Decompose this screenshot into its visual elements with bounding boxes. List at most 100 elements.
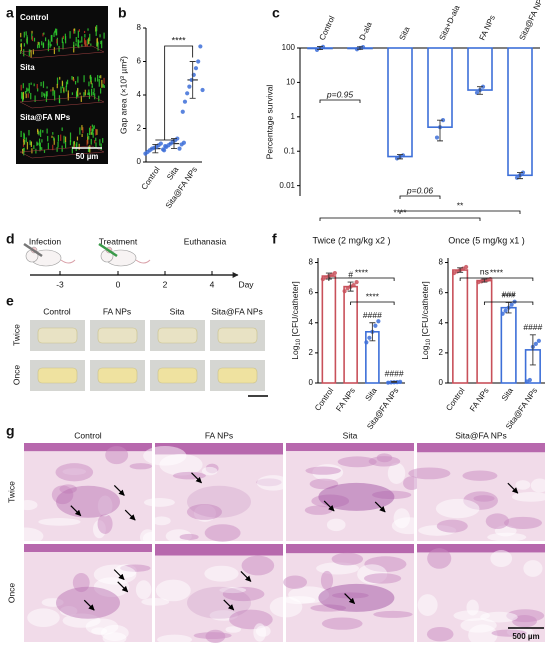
y-tick-label: 2: [309, 348, 314, 357]
tissue-region: [38, 518, 81, 526]
epidermis: [24, 544, 152, 552]
biofilm-speck: [81, 36, 83, 43]
biofilm-speck: [30, 92, 32, 100]
biofilm-speck: [78, 29, 80, 32]
tissue-region: [512, 614, 537, 628]
data-point: [500, 311, 505, 316]
biofilm-speck: [90, 76, 92, 81]
biofilm-speck: [88, 37, 90, 45]
histology-image: [286, 443, 426, 541]
y-tick-label: 8: [309, 258, 314, 267]
biofilm-speck: [37, 129, 39, 135]
biofilm-speck: [96, 129, 98, 135]
epidermis: [417, 544, 545, 553]
biofilm-speck: [26, 87, 28, 93]
category-label: FA NPs: [468, 386, 491, 413]
bar: [387, 47, 413, 158]
tissue-region: [436, 519, 468, 533]
tissue-region: [97, 495, 113, 517]
error-bar: [505, 301, 512, 314]
biofilm-speck: [99, 139, 101, 146]
biofilm-speck: [45, 37, 47, 42]
bar: [476, 279, 493, 384]
biofilm-speck: [36, 83, 38, 89]
tissue-region: [59, 606, 78, 616]
tissue-region: [241, 555, 275, 576]
biofilm-speck: [100, 143, 102, 151]
biofilm-speck: [91, 86, 93, 89]
biofilm-speck: [88, 89, 90, 96]
tissue-region: [159, 453, 203, 476]
biofilm-speck: [83, 30, 86, 34]
biofilm-speck: [39, 142, 41, 147]
epidermis: [286, 544, 414, 554]
data-point: [175, 136, 180, 141]
tissue-region: [204, 565, 239, 582]
tissue-region: [155, 579, 191, 602]
confocal-image: [19, 124, 105, 159]
bar: [467, 47, 493, 91]
data-point: [533, 341, 538, 346]
error-bar: [477, 86, 483, 95]
row-label: Twice: [11, 324, 21, 346]
tissue-region: [97, 513, 113, 534]
tissue-region: [269, 596, 303, 618]
error-bar: [152, 143, 159, 154]
biofilm-speck: [80, 95, 82, 102]
tissue-region: [59, 484, 77, 494]
panel-label: b: [118, 5, 127, 21]
catheter: [157, 367, 198, 384]
tissue-region: [487, 532, 527, 542]
biofilm-speck: [20, 32, 22, 38]
biofilm-speck: [100, 40, 102, 45]
bar: [452, 269, 469, 384]
mouse-tail: [135, 259, 151, 264]
y-label-sub: 10: [296, 338, 302, 345]
biofilm-speck: [87, 92, 89, 95]
error-bar: [481, 278, 488, 283]
arrow: [344, 593, 356, 605]
biofilm-speck: [103, 77, 105, 84]
biofilm-speck: [88, 92, 91, 99]
biofilm-speck: [23, 139, 25, 145]
catheter: [97, 367, 138, 384]
biofilm-speck: [62, 41, 64, 50]
data-point: [196, 59, 201, 64]
biofilm-speck: [47, 142, 49, 150]
biofilm-speck: [38, 138, 41, 147]
data-point: [180, 109, 185, 114]
panel-label: e: [6, 293, 14, 309]
biofilm-speck: [58, 98, 61, 104]
biofilm-speck: [39, 146, 42, 150]
biofilm-speck: [72, 141, 75, 148]
significance-bracket: [399, 195, 441, 199]
biofilm-speck: [77, 94, 79, 98]
category-label: Sita@FA NPs: [518, 0, 547, 42]
biofilm-speck: [25, 93, 27, 99]
panel-label: f: [272, 231, 277, 247]
epidermis: [155, 443, 283, 455]
tissue-region: [491, 629, 527, 637]
tissue-region: [331, 552, 364, 566]
biofilm-speck: [89, 74, 92, 83]
biofilm-speck: [81, 44, 83, 47]
y-axis-label: Gap area (×10³ µm²): [118, 56, 128, 134]
biofilm-speck: [92, 92, 94, 96]
biofilm-speck: [76, 136, 79, 141]
biofilm-speck: [83, 75, 85, 83]
biofilm-speck: [92, 126, 94, 132]
biofilm-speck: [56, 28, 58, 36]
confocal-image: [19, 25, 105, 59]
biofilm-speck: [52, 87, 54, 91]
y-tick-label: 2: [439, 348, 444, 357]
tissue-region: [326, 518, 346, 532]
biofilm-speck: [95, 137, 97, 142]
biofilm-speck: [24, 90, 27, 94]
catheter: [217, 327, 258, 344]
biofilm-speck: [61, 80, 63, 86]
data-point: [400, 153, 406, 158]
catheter: [37, 367, 78, 384]
data-point: [351, 283, 356, 288]
biofilm-speck: [41, 91, 43, 98]
biofilm-speck: [87, 146, 90, 152]
